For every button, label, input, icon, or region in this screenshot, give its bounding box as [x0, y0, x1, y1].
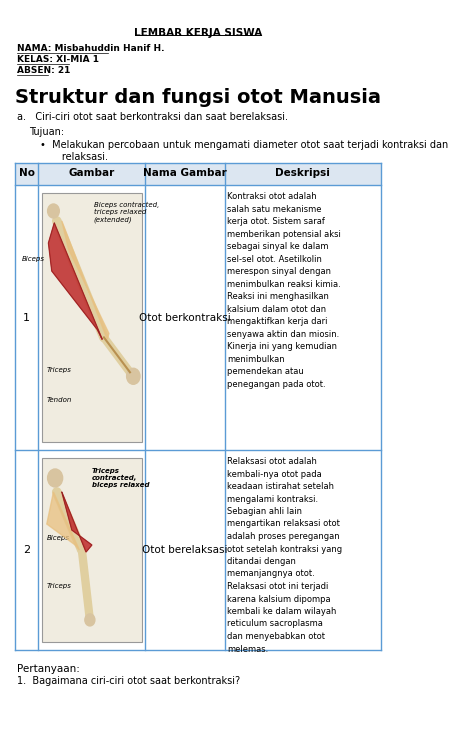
Text: 1.  Bagaimana ciri-ciri otot saat berkontraksi?: 1. Bagaimana ciri-ciri otot saat berkont…	[17, 676, 240, 686]
Text: Deskripsi: Deskripsi	[275, 168, 330, 178]
Text: •  Melakukan percobaan untuk mengamati diameter otot saat terjadi kontraksi dan
: • Melakukan percobaan untuk mengamati di…	[40, 140, 448, 162]
Polygon shape	[48, 223, 102, 340]
Text: biceps relaxed: biceps relaxed	[92, 482, 149, 488]
Text: 1: 1	[23, 312, 30, 323]
Polygon shape	[62, 492, 92, 552]
Circle shape	[47, 204, 59, 218]
Circle shape	[127, 368, 140, 384]
Text: KELAS: XI-MIA 1: KELAS: XI-MIA 1	[17, 55, 99, 64]
Text: Biceps contracted,: Biceps contracted,	[94, 202, 159, 208]
Bar	[42, 458, 142, 642]
Text: Relaksasi otot adalah
kembali-nya otot pada
keadaan istirahat setelah
mengalami : Relaksasi otot adalah kembali-nya otot p…	[227, 457, 342, 653]
Text: 2: 2	[23, 545, 30, 555]
Text: Pertanyaan:: Pertanyaan:	[17, 664, 80, 674]
Text: Otot berelaksasi: Otot berelaksasi	[142, 545, 228, 555]
Polygon shape	[47, 492, 79, 550]
Text: Tujuan:: Tujuan:	[29, 127, 64, 137]
Text: Gambar: Gambar	[69, 168, 115, 178]
Circle shape	[47, 469, 63, 487]
Text: Struktur dan fungsi otot Manusia: Struktur dan fungsi otot Manusia	[15, 88, 381, 107]
Polygon shape	[62, 221, 109, 340]
Text: (extended): (extended)	[94, 216, 133, 223]
Text: Kontraksi otot adalah
salah satu mekanisme
kerja otot. Sistem saraf
memberikan p: Kontraksi otot adalah salah satu mekanis…	[227, 192, 341, 388]
Text: NAMA: Misbahuddin Hanif H.: NAMA: Misbahuddin Hanif H.	[17, 44, 164, 53]
Text: Otot berkontraksi: Otot berkontraksi	[139, 312, 231, 323]
Bar	[15, 163, 381, 185]
Text: Triceps: Triceps	[92, 468, 120, 474]
Text: Triceps: Triceps	[47, 583, 72, 589]
Text: a.   Ciri-ciri otot saat berkontraksi dan saat berelaksasi.: a. Ciri-ciri otot saat berkontraksi dan …	[17, 112, 288, 122]
Text: ABSEN: 21: ABSEN: 21	[17, 66, 70, 75]
Text: triceps relaxed: triceps relaxed	[94, 209, 146, 215]
Text: Tendon: Tendon	[47, 397, 72, 403]
Text: LEMBAR KERJA SISWA: LEMBAR KERJA SISWA	[134, 28, 262, 38]
Text: Triceps: Triceps	[47, 367, 72, 373]
Text: Biceps: Biceps	[22, 256, 45, 262]
Circle shape	[85, 614, 95, 626]
Text: Biceps: Biceps	[47, 535, 70, 542]
Text: Nama Gambar: Nama Gambar	[143, 168, 227, 178]
Bar	[42, 193, 142, 442]
Text: No: No	[19, 168, 35, 178]
Text: contracted,: contracted,	[92, 475, 137, 481]
